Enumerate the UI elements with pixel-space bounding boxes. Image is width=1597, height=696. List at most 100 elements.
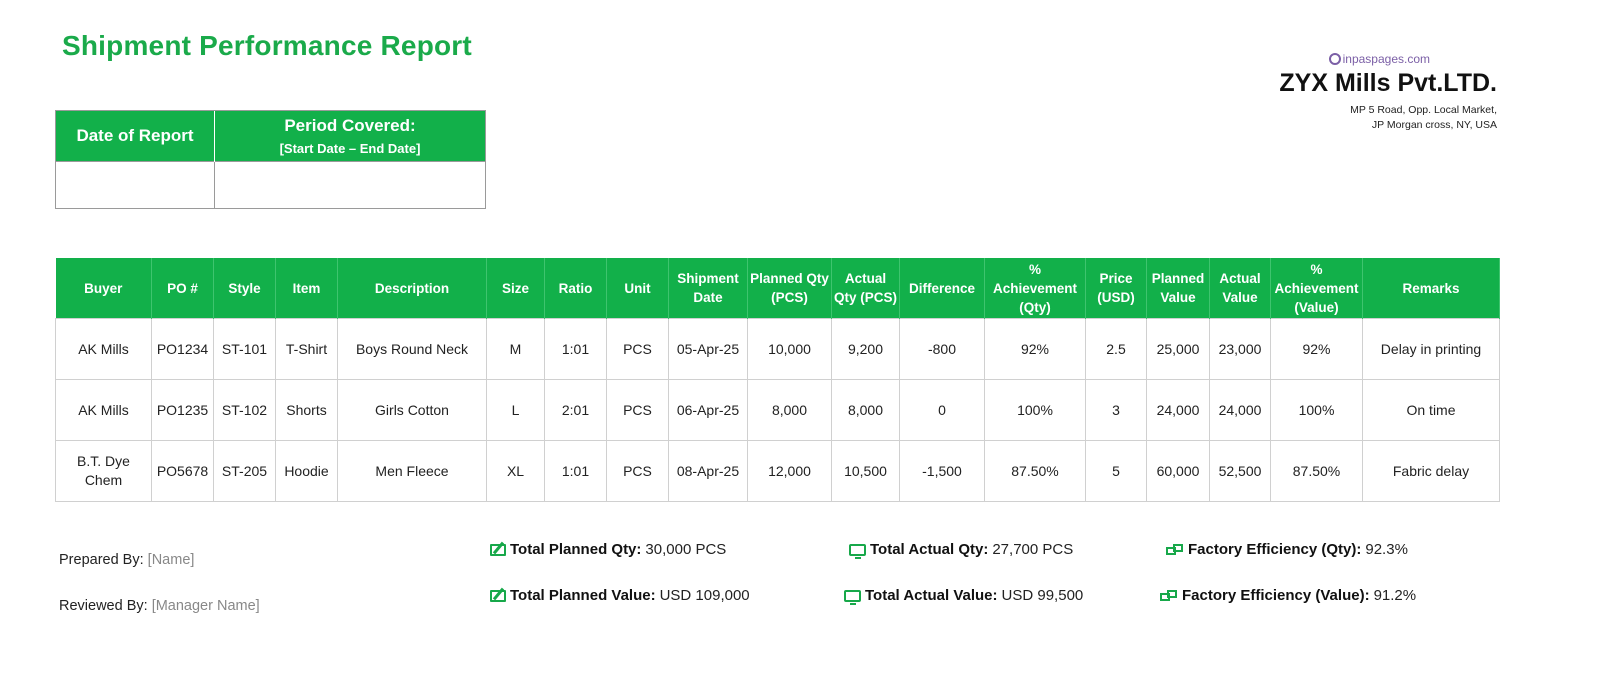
table-cell[interactable]: 25,000 (1146, 318, 1210, 380)
table-cell[interactable]: Fabric delay (1362, 440, 1500, 502)
efficiency-qty-label: Factory Efficiency (Qty): (1188, 541, 1362, 558)
table-row: AK Mills PO1234 ST-101 T-Shirt Boys Round Ne… (55, 318, 1500, 380)
table-row: AK Mills PO1235 ST-102 Shorts Girls Cotton L 2… (55, 379, 1500, 441)
column-header: Actual Qty (PCS) (831, 258, 900, 319)
table-cell[interactable]: PCS (606, 379, 669, 441)
table-cell[interactable]: Boys Round Neck (337, 318, 487, 380)
table-cell[interactable]: 87.50% (1270, 440, 1363, 502)
table-cell[interactable]: 60,000 (1146, 440, 1210, 502)
table-cell[interactable]: Shorts (275, 379, 338, 441)
table-cell[interactable]: 12,000 (747, 440, 832, 502)
table-cell[interactable]: 100% (984, 379, 1086, 441)
reviewed-by-value[interactable]: [Manager Name] (151, 598, 260, 614)
reviewed-by: Reviewed By: [Manager Name] (59, 598, 260, 614)
company-address-line1: MP 5 Road, Opp. Local Market, (1350, 104, 1497, 116)
prepared-by-label: Prepared By: (59, 552, 144, 568)
table-cell[interactable]: 5 (1085, 440, 1147, 502)
table-cell[interactable]: 87.50% (984, 440, 1086, 502)
column-header: PO # (151, 258, 214, 319)
company-name: ZYX Mills Pvt.LTD. (1279, 69, 1497, 97)
total-actual-qty-value: 27,700 PCS (992, 541, 1074, 558)
table-cell[interactable]: 8,000 (747, 379, 832, 441)
prepared-by-value[interactable]: [Name] (147, 552, 195, 568)
table-cell[interactable]: 92% (984, 318, 1086, 380)
column-header: Planned Qty (PCS) (747, 258, 832, 319)
watermark: inpaspages.com (1279, 52, 1430, 66)
table-cell[interactable]: PO1235 (151, 379, 214, 441)
table-cell[interactable]: Hoodie (275, 440, 338, 502)
table-cell[interactable]: 10,500 (831, 440, 900, 502)
table-cell[interactable]: PCS (606, 440, 669, 502)
table-cell[interactable]: 1:01 (544, 440, 607, 502)
table-cell[interactable]: 23,000 (1209, 318, 1271, 380)
table-cell[interactable]: Delay in printing (1362, 318, 1500, 380)
table-cell[interactable]: On time (1362, 379, 1500, 441)
column-header: Planned Value (1146, 258, 1210, 319)
prepared-by: Prepared By: [Name] (59, 552, 194, 568)
table-header-row: Buyer PO # Style Item Description Size Ratio Un… (55, 258, 1500, 319)
table-cell[interactable]: XL (486, 440, 545, 502)
table-cell[interactable]: Girls Cotton (337, 379, 487, 441)
edit-pencil-icon (490, 589, 506, 602)
date-of-report-value[interactable] (56, 161, 215, 208)
table-cell[interactable]: 05-Apr-25 (668, 318, 748, 380)
table-cell[interactable]: 3 (1085, 379, 1147, 441)
table-cell[interactable]: ST-102 (213, 379, 276, 441)
date-of-report-label: Date of Report (76, 126, 194, 145)
reviewed-by-label: Reviewed By: (59, 598, 148, 614)
table-cell[interactable]: 24,000 (1146, 379, 1210, 441)
table-cell[interactable]: 06-Apr-25 (668, 379, 748, 441)
table-row: B.T. Dye Chem PO5678 ST-205 Hoodie Men Fleec… (55, 440, 1500, 502)
table-cell[interactable]: PO1234 (151, 318, 214, 380)
table-cell[interactable]: 2:01 (544, 379, 607, 441)
column-header: Difference (899, 258, 985, 319)
efficiency-qty-value: 92.3% (1365, 541, 1408, 558)
summary-total-planned-qty: Total Planned Qty: 30,000 PCS (490, 541, 726, 558)
period-covered-header: Period Covered: [Start Date – End Date] (214, 111, 485, 162)
table-cell[interactable]: B.T. Dye Chem (55, 440, 152, 502)
column-header: Unit (606, 258, 669, 319)
table-cell[interactable]: 0 (899, 379, 985, 441)
table-cell[interactable]: 24,000 (1209, 379, 1271, 441)
table-cell[interactable]: 9,200 (831, 318, 900, 380)
column-header: Style (213, 258, 276, 319)
table-cell[interactable]: 08-Apr-25 (668, 440, 748, 502)
table-cell[interactable]: 92% (1270, 318, 1363, 380)
summary-efficiency-qty: Factory Efficiency (Qty): 92.3% (1166, 541, 1408, 558)
column-header: Shipment Date (668, 258, 748, 319)
total-planned-qty-label: Total Planned Qty: (510, 541, 642, 558)
table-cell[interactable]: T-Shirt (275, 318, 338, 380)
table-cell[interactable]: L (486, 379, 545, 441)
table-cell[interactable]: 1:01 (544, 318, 607, 380)
date-of-report-header: Date of Report (56, 111, 215, 162)
table-cell[interactable]: PO5678 (151, 440, 214, 502)
summary-total-planned-value: Total Planned Value: USD 109,000 (490, 587, 750, 604)
monitor-icon (844, 589, 861, 605)
total-actual-value-label: Total Actual Value: (865, 587, 998, 604)
table-cell[interactable]: M (486, 318, 545, 380)
table-cell[interactable]: ST-205 (213, 440, 276, 502)
table-cell[interactable]: 10,000 (747, 318, 832, 380)
table-cell[interactable]: PCS (606, 318, 669, 380)
report-info-box: Date of Report Period Covered: [Start Da… (55, 110, 486, 209)
table-cell[interactable]: ST-101 (213, 318, 276, 380)
column-header: Size (486, 258, 545, 319)
table-cell[interactable]: 2.5 (1085, 318, 1147, 380)
table-cell[interactable]: Men Fleece (337, 440, 487, 502)
shipment-table: Buyer PO # Style Item Description Size Ratio Un… (55, 258, 1500, 502)
table-cell[interactable]: AK Mills (55, 379, 152, 441)
period-covered-value[interactable] (214, 161, 485, 208)
company-address: MP 5 Road, Opp. Local Market, JP Morgan … (1279, 103, 1497, 133)
table-cell[interactable]: -800 (899, 318, 985, 380)
table-cell[interactable]: AK Mills (55, 318, 152, 380)
column-header: Remarks (1362, 258, 1500, 319)
column-header: Ratio (544, 258, 607, 319)
table-cell[interactable]: 100% (1270, 379, 1363, 441)
column-header: % Achievement (Qty) (984, 258, 1086, 319)
table-cell[interactable]: 52,500 (1209, 440, 1271, 502)
table-cell[interactable]: 8,000 (831, 379, 900, 441)
summary-total-actual-value: Total Actual Value: USD 99,500 (844, 587, 1083, 605)
table-cell[interactable]: -1,500 (899, 440, 985, 502)
period-covered-label: Period Covered: (284, 116, 416, 135)
company-address-line2: JP Morgan cross, NY, USA (1371, 119, 1497, 131)
